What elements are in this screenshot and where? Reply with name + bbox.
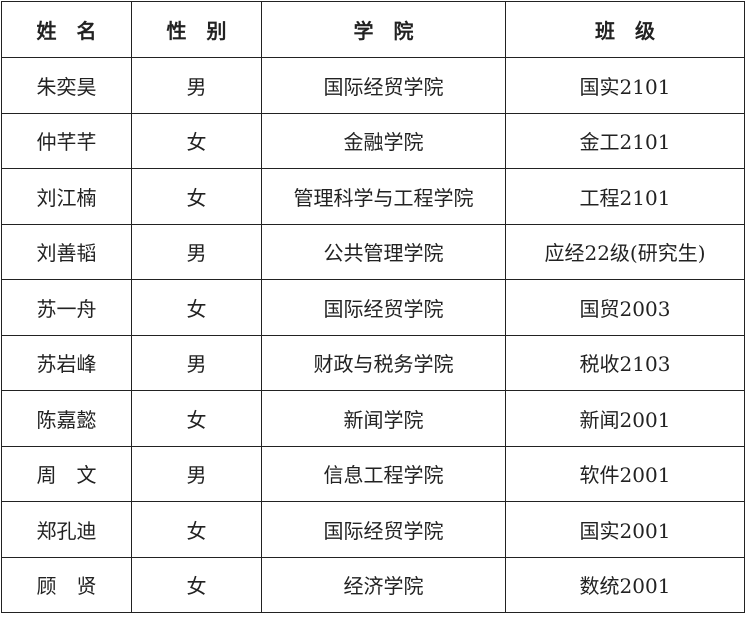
cell-gender: 女 [131, 501, 262, 558]
cell-name: 周 文 [1, 445, 132, 502]
header-name: 姓 名 [1, 1, 132, 58]
cell-college: 国际经贸学院 [261, 57, 506, 114]
table-row: 陈嘉懿女新闻学院 新闻2001 [1, 390, 745, 447]
table-row: 郑孔迪女国际经贸学院 国实2001 [1, 501, 745, 558]
cell-gender: 女 [131, 279, 262, 336]
cell-college: 管理科学与工程学院 [261, 168, 506, 225]
cell-college: 金融学院 [261, 112, 506, 169]
cell-gender: 女 [131, 112, 262, 169]
cell-class: 国贸2003 [505, 279, 745, 336]
table-row: 苏岩峰男财政与税务学院 税收2103 [1, 334, 745, 391]
cell-gender: 女 [131, 390, 262, 447]
table-row: 仲芊芊女金融学院 金工2101 [1, 112, 745, 169]
cell-name: 苏岩峰 [1, 334, 132, 391]
cell-class: 应经22级(研究生) [505, 223, 745, 280]
cell-gender: 男 [131, 445, 262, 502]
table-row: 周 文男信息工程学院 软件2001 [1, 445, 745, 502]
cell-class: 税收2103 [505, 334, 745, 391]
cell-class: 金工2101 [505, 112, 745, 169]
header-class: 班 级 [505, 1, 745, 58]
cell-class: 软件2001 [505, 445, 745, 502]
cell-class: 数统2001 [505, 556, 745, 613]
cell-class: 工程2101 [505, 168, 745, 225]
header-college: 学 院 [261, 1, 506, 58]
cell-college: 经济学院 [261, 556, 506, 613]
table-row: 朱奕昊男国际经贸学院 国实2101 [1, 57, 745, 114]
cell-college: 信息工程学院 [261, 445, 506, 502]
cell-name: 顾 贤 [1, 556, 132, 613]
cell-college: 新闻学院 [261, 390, 506, 447]
cell-class: 国实2001 [505, 501, 745, 558]
cell-name: 刘善韬 [1, 223, 132, 280]
cell-college: 财政与税务学院 [261, 334, 506, 391]
cell-class: 新闻2001 [505, 390, 745, 447]
cell-college: 国际经贸学院 [261, 501, 506, 558]
table-row: 顾 贤女经济学院 数统2001 [1, 556, 745, 613]
cell-name: 仲芊芊 [1, 112, 132, 169]
header-row: 姓 名 性 别 学 院 班 级 [1, 1, 745, 58]
cell-college: 国际经贸学院 [261, 279, 506, 336]
cell-gender: 男 [131, 334, 262, 391]
table-row: 刘善韬男公共管理学院 应经22级(研究生) [1, 223, 745, 280]
cell-name: 刘江楠 [1, 168, 132, 225]
cell-class: 国实2101 [505, 57, 745, 114]
cell-gender: 男 [131, 57, 262, 114]
cell-name: 苏一舟 [1, 279, 132, 336]
table-row: 苏一舟女国际经贸学院 国贸2003 [1, 279, 745, 336]
cell-college: 公共管理学院 [261, 223, 506, 280]
header-gender: 性 别 [131, 1, 262, 58]
table-row: 刘江楠女管理科学与工程学院 工程2101 [1, 168, 745, 225]
cell-name: 陈嘉懿 [1, 390, 132, 447]
cell-gender: 女 [131, 556, 262, 613]
cell-name: 朱奕昊 [1, 57, 132, 114]
cell-name: 郑孔迪 [1, 501, 132, 558]
cell-gender: 男 [131, 223, 262, 280]
cell-gender: 女 [131, 168, 262, 225]
